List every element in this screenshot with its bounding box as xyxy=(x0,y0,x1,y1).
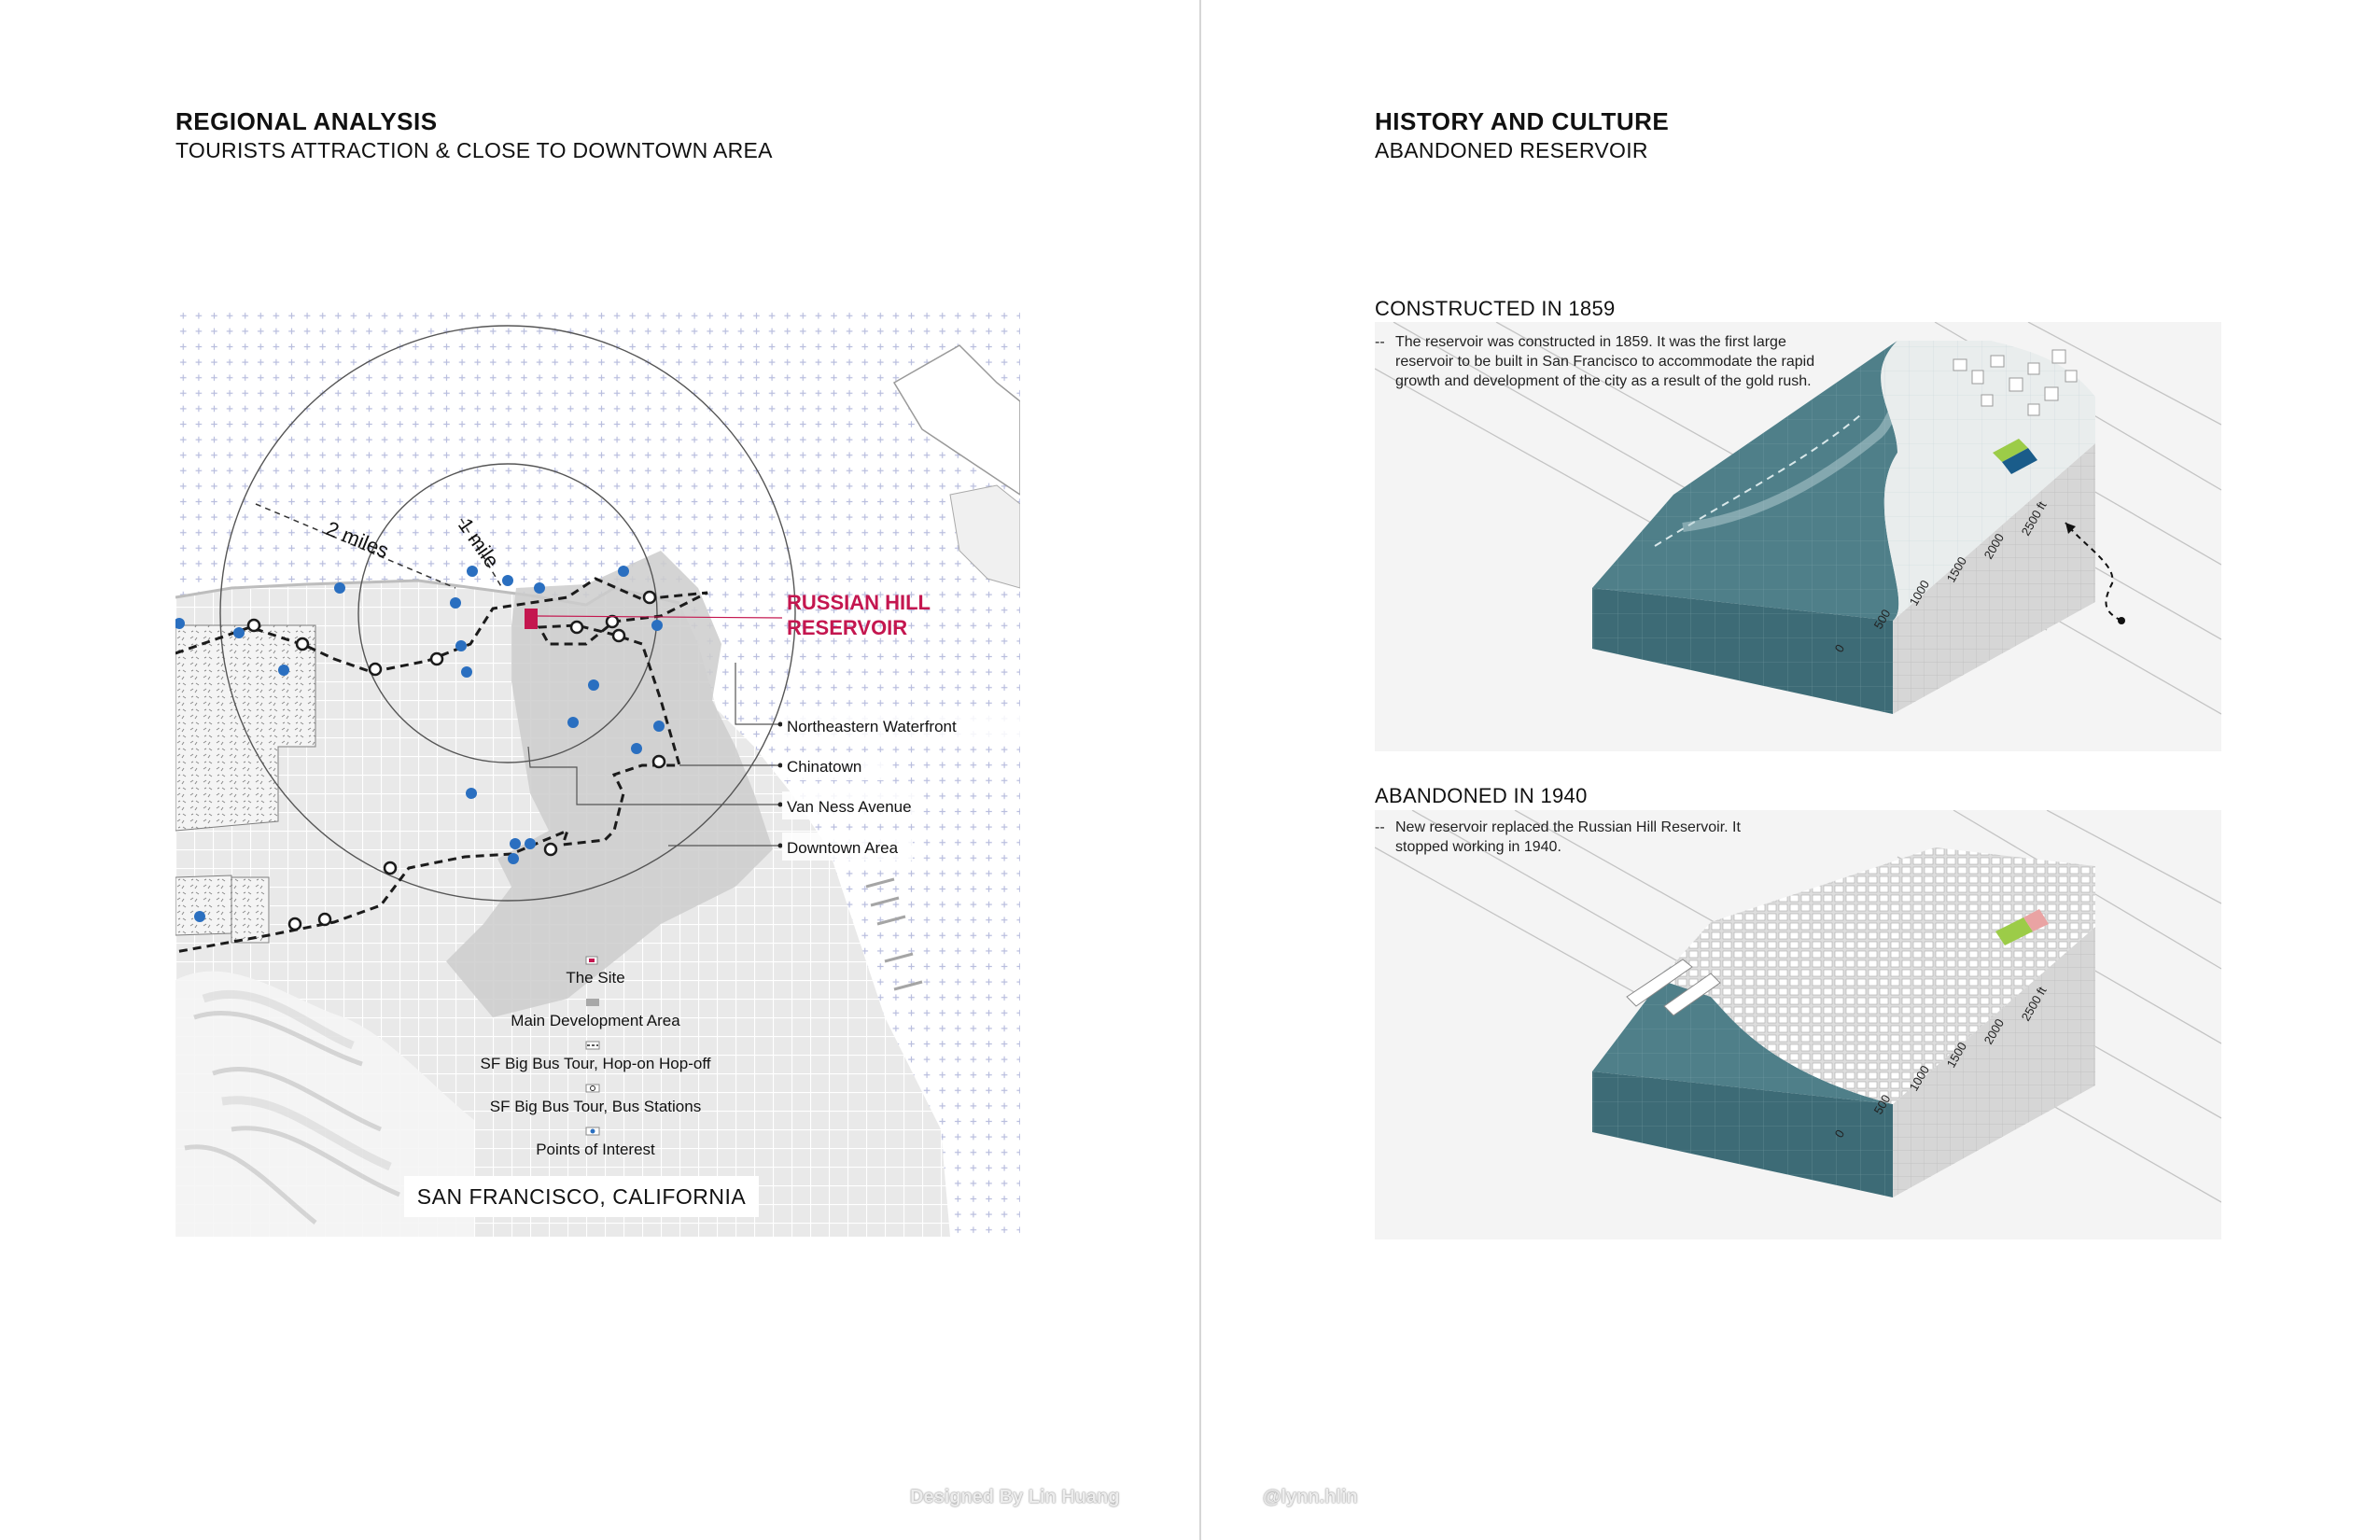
points-of-interest xyxy=(175,566,665,922)
iso-1859-svg: 0 500 1000 1500 2000 2500 ft xyxy=(1375,322,2221,751)
location-label: SAN FRANCISCO, CALIFORNIA xyxy=(417,1184,747,1209)
callout-chinatown: Chinatown xyxy=(787,758,861,776)
section-abandoned-label: ABANDONED IN 1940 xyxy=(1375,784,1588,807)
callout-northeastern-waterfront: Northeastern Waterfront xyxy=(787,718,957,735)
location-label-box xyxy=(404,1176,759,1217)
left-heading: REGIONAL ANALYSIS TOURISTS ATTRACTION & … xyxy=(175,106,773,164)
site-label-line2: RESERVOIR xyxy=(787,616,907,639)
caption-1-dash: -- xyxy=(1375,334,1385,350)
callout-van-ness-avenue: Van Ness Avenue xyxy=(787,798,912,816)
park-sw2 xyxy=(231,876,270,944)
callout-downtown-area: Downtown Area xyxy=(787,839,899,857)
park-sw xyxy=(175,875,232,936)
bus-tour-route xyxy=(175,577,708,954)
island xyxy=(892,344,1020,496)
section-constructed-label: CONSTRUCTED IN 1859 xyxy=(1375,297,1616,320)
caption-2-text: New reservoir replaced the Russian Hill … xyxy=(1395,819,1741,855)
instagram-handle: @lynn.hlin xyxy=(1263,1487,1358,1507)
left-page-title: REGIONAL ANALYSIS xyxy=(175,107,438,135)
right-page-subtitle: ABANDONED RESERVOIR xyxy=(1375,138,1648,162)
right-page-title: HISTORY AND CULTURE xyxy=(1375,107,1670,135)
one-mile-ring xyxy=(357,463,658,763)
reservoir-1859-green xyxy=(1993,439,2028,462)
pier-1940 xyxy=(1626,959,1693,1007)
legend-bus-stations: SF Big Bus Tour, Bus Stations xyxy=(490,1098,701,1115)
site-marker xyxy=(525,609,538,629)
city-land-1940 xyxy=(1655,847,2095,1104)
park-west xyxy=(175,624,316,832)
reservoir-1940-pink xyxy=(2023,909,2049,931)
buildings-1859 xyxy=(1953,349,2078,416)
legend-main-development: Main Development Area xyxy=(511,1012,680,1029)
section-abandoned-caption: -- New reservoir replaced the Russian Hi… xyxy=(1375,818,1785,857)
main-development-area xyxy=(446,551,773,1017)
map-legend: The Site Main Development Area SF Big Bu… xyxy=(481,956,711,1158)
site-label-line1: RUSSIAN HILL xyxy=(787,591,931,614)
caption-2-dash: -- xyxy=(1375,819,1385,835)
regional-map-svg: 2 miles 1 mile xyxy=(175,308,1020,1237)
left-page-subtitle: TOURISTS ATTRACTION & CLOSE TO DOWNTOWN … xyxy=(175,138,773,162)
designer-credit: Designed By Lin Huang xyxy=(910,1487,1120,1507)
legend-points-of-interest: Points of Interest xyxy=(536,1141,655,1158)
section-constructed-caption: -- The reservoir was constructed in 1859… xyxy=(1375,332,1837,391)
iso-diagram-1859: 0 500 1000 1500 2000 2500 ft xyxy=(1375,322,2221,751)
reservoir-1940-green xyxy=(1995,917,2033,945)
legend-bus-route: SF Big Bus Tour, Hop-on Hop-off xyxy=(481,1055,711,1072)
iso-1940-svg: 0 500 1000 1500 2000 2500 ft xyxy=(1375,810,2221,1239)
iso-diagram-1940: 0 500 1000 1500 2000 2500 ft xyxy=(1375,810,2221,1239)
legend-the-site: The Site xyxy=(566,969,624,987)
two-mile-ring xyxy=(219,325,796,902)
reservoir-1859-blue xyxy=(2002,448,2037,474)
bus-stations xyxy=(246,590,666,931)
terrain-hills xyxy=(175,971,474,1237)
page-divider xyxy=(1199,0,1201,1540)
right-heading: HISTORY AND CULTURE ABANDONED RESERVOIR xyxy=(1375,106,1669,164)
caption-1-text: The reservoir was constructed in 1859. I… xyxy=(1395,334,1815,389)
regional-map: 2 miles 1 mile xyxy=(175,308,1020,1237)
piers xyxy=(865,877,923,991)
